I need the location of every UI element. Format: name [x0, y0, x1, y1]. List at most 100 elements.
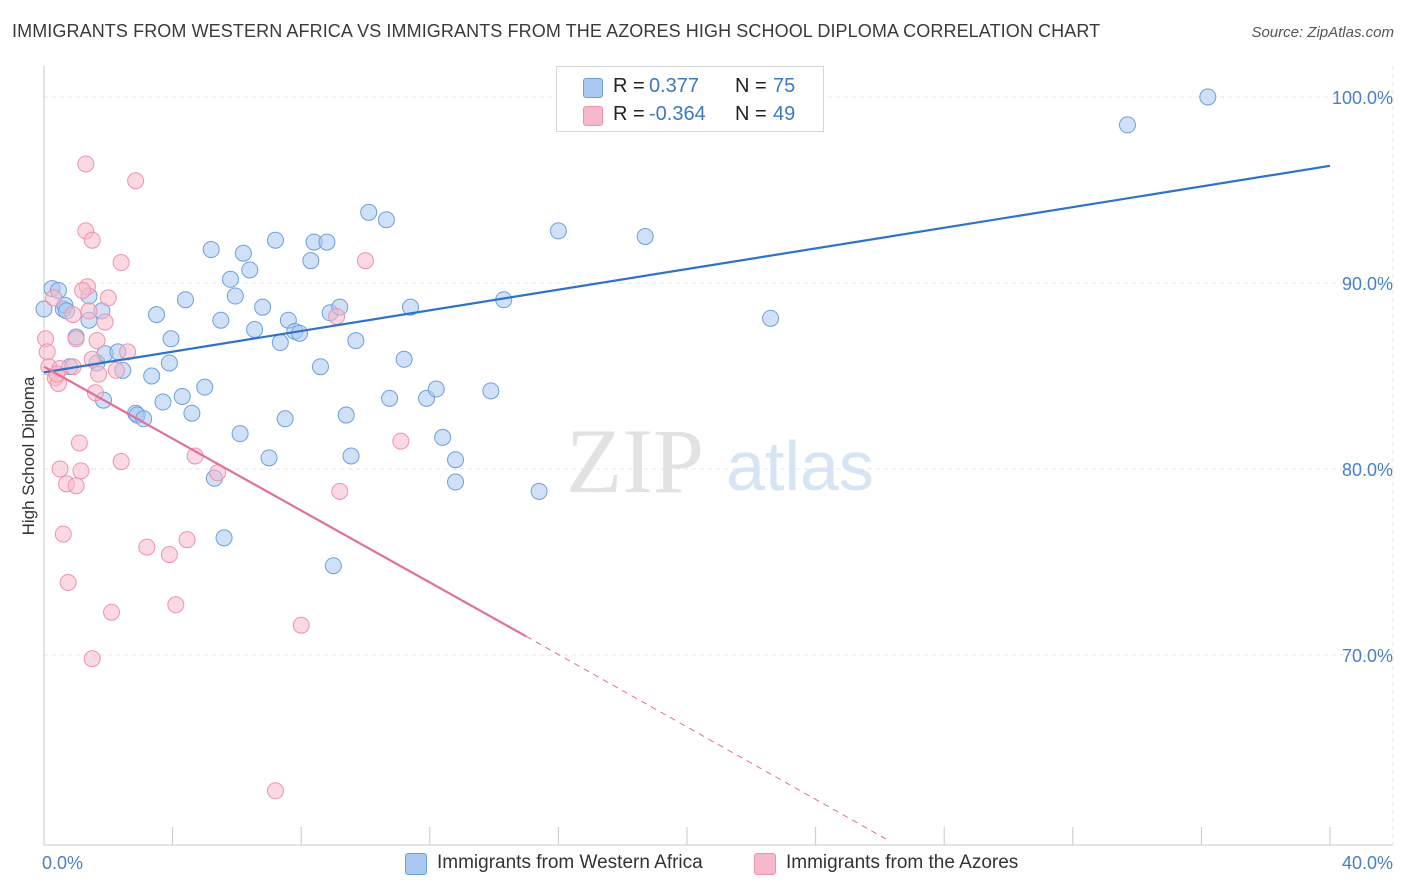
data-point	[107, 361, 125, 379]
data-point	[337, 406, 355, 424]
data-point	[143, 367, 161, 385]
bottom-legend-label: Immigrants from Western Africa	[437, 852, 703, 873]
data-point	[549, 222, 567, 240]
bottom-legend-label: Immigrants from the Azores	[786, 852, 1019, 873]
data-point	[160, 546, 178, 564]
source-label: Source: ZipAtlas.com	[1251, 24, 1394, 41]
data-point	[342, 447, 360, 465]
x-tick-label: 0.0%	[42, 853, 83, 873]
legend-n-label: N =	[735, 103, 767, 125]
data-point	[377, 211, 395, 229]
data-point	[241, 261, 259, 279]
data-point	[70, 434, 88, 452]
stats-legend: R = 0.377 N = 75 R = -0.364 N = 49	[556, 66, 824, 132]
data-point	[127, 172, 145, 190]
data-point	[530, 482, 548, 500]
data-point	[35, 300, 53, 318]
data-point	[292, 616, 310, 634]
data-point	[357, 252, 374, 270]
data-point	[45, 289, 63, 307]
data-point	[331, 482, 349, 500]
data-point	[402, 298, 420, 316]
legend-r-label: R =	[613, 75, 645, 97]
series-azores	[37, 155, 410, 800]
data-point	[266, 231, 284, 249]
data-point	[434, 428, 452, 446]
series-western-africa	[35, 88, 1217, 575]
data-point	[234, 244, 252, 262]
legend-n-label: N =	[735, 75, 767, 97]
data-point	[231, 425, 249, 443]
data-point	[254, 298, 272, 316]
data-point	[271, 334, 289, 352]
data-point	[54, 525, 72, 543]
legend-swatch-azores	[583, 106, 603, 126]
x-tick-label: 40.0%	[1342, 853, 1393, 873]
data-point	[226, 287, 244, 305]
data-point	[90, 365, 108, 383]
data-point	[64, 306, 82, 324]
data-point	[276, 410, 294, 428]
axes	[43, 66, 1393, 846]
data-point	[1199, 88, 1217, 106]
data-point	[178, 531, 196, 549]
data-point	[246, 321, 264, 338]
data-point	[103, 603, 121, 621]
bottom-legend-swatch-western-africa	[405, 853, 427, 875]
watermark-atlas: atlas	[726, 427, 874, 505]
y-tick-label: 90.0%	[1342, 274, 1393, 294]
data-point	[381, 389, 399, 407]
data-point	[88, 332, 106, 350]
data-point	[215, 529, 233, 547]
data-point	[395, 350, 413, 368]
data-point	[260, 449, 278, 467]
data-point	[328, 307, 346, 325]
data-point	[392, 432, 410, 450]
data-point	[482, 382, 500, 400]
data-point	[196, 378, 214, 396]
data-point	[72, 462, 90, 480]
data-point	[96, 313, 114, 331]
data-point	[112, 453, 130, 471]
data-point	[67, 477, 85, 495]
data-point	[212, 311, 230, 329]
legend-r-value: 0.377	[649, 75, 700, 97]
data-point	[427, 380, 445, 398]
trend-line-extension	[526, 635, 890, 842]
data-point	[83, 231, 101, 249]
data-point	[447, 451, 465, 469]
bottom-legend-swatch-azores	[754, 853, 776, 875]
data-point	[138, 538, 156, 556]
tick-labels: 100.0% 90.0% 80.0% 70.0% 0.0% 40.0%	[42, 88, 1393, 873]
watermark-zip: ZIP	[566, 410, 704, 512]
data-point	[38, 343, 56, 361]
y-axis-label: High School Diploma	[19, 376, 38, 535]
data-point	[360, 203, 378, 221]
data-point	[160, 354, 178, 372]
data-point	[162, 330, 180, 348]
legend-r-label: R =	[613, 103, 645, 125]
data-point	[347, 332, 365, 350]
gridlines	[44, 66, 1395, 845]
legend-r-value: -0.364	[649, 103, 706, 125]
data-point	[447, 473, 465, 491]
legend-swatch-western-africa	[583, 78, 603, 98]
data-point	[762, 309, 780, 327]
data-point	[302, 252, 320, 270]
data-point	[59, 573, 77, 591]
data-point	[148, 306, 166, 324]
data-point	[266, 782, 284, 800]
data-point	[183, 404, 201, 422]
data-point	[77, 155, 95, 173]
trend-lines	[43, 164, 1331, 842]
data-point	[221, 270, 239, 288]
trend-line	[43, 365, 527, 638]
data-point	[1118, 116, 1136, 134]
data-point	[80, 302, 98, 320]
data-point	[324, 557, 342, 575]
data-point	[154, 393, 172, 411]
data-point	[112, 254, 130, 272]
data-point	[176, 291, 194, 309]
data-point	[311, 358, 329, 376]
